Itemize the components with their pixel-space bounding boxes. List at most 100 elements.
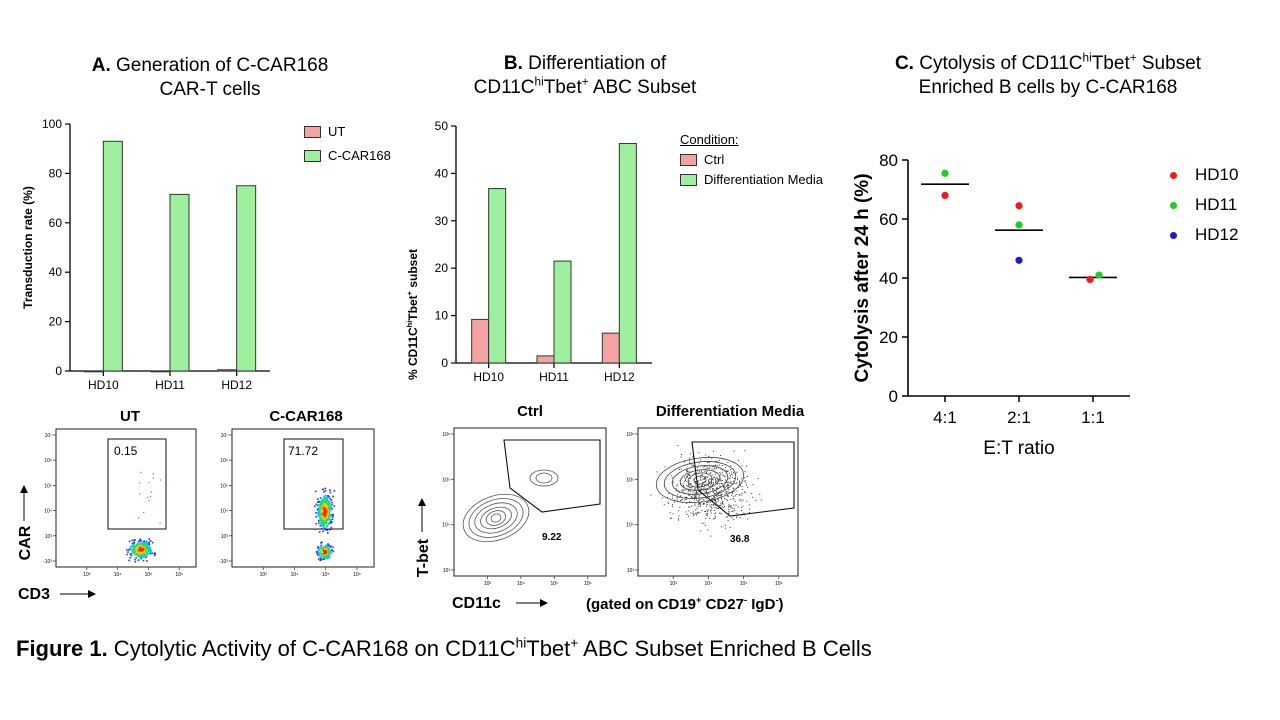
event-dot bbox=[695, 496, 697, 498]
arrow-head bbox=[88, 590, 96, 598]
event-dot bbox=[716, 495, 718, 497]
event-dot bbox=[321, 502, 324, 505]
x-tick-label: HD12 bbox=[604, 370, 635, 384]
event-dot bbox=[324, 487, 327, 490]
event-dot bbox=[144, 546, 146, 548]
event-dot bbox=[677, 494, 679, 496]
y-tick-label: 80 bbox=[879, 151, 898, 170]
event-dot bbox=[329, 505, 332, 507]
event-dot bbox=[138, 544, 141, 546]
event-dot bbox=[695, 491, 697, 493]
event-dot bbox=[705, 481, 707, 483]
event-dot bbox=[319, 559, 322, 562]
event-dot bbox=[706, 483, 708, 485]
event-dot bbox=[323, 526, 325, 529]
y-tick-label: 10⁶ bbox=[220, 458, 228, 464]
event-dot bbox=[132, 547, 135, 550]
event-dot bbox=[315, 523, 318, 525]
event-dot bbox=[324, 550, 326, 552]
x-axis-label: E:T ratio bbox=[983, 438, 1054, 459]
event-dot bbox=[688, 494, 690, 496]
event-dot bbox=[731, 510, 733, 512]
event-dot bbox=[733, 487, 735, 489]
event-dot bbox=[715, 501, 717, 503]
event-dot bbox=[318, 504, 320, 507]
event-dot bbox=[709, 485, 711, 487]
event-dot bbox=[728, 492, 730, 494]
x-tick-label: 10³ bbox=[484, 581, 492, 587]
event-dot bbox=[325, 505, 328, 507]
event-dot bbox=[146, 553, 148, 555]
event-dot bbox=[320, 514, 323, 517]
event-dot bbox=[697, 511, 699, 513]
event-dot bbox=[704, 468, 706, 470]
event-dot bbox=[328, 511, 331, 514]
event-dot bbox=[136, 547, 139, 549]
event-dot bbox=[702, 478, 704, 480]
event-dot bbox=[320, 551, 323, 553]
event-dot bbox=[734, 495, 736, 497]
legend-item-hd11: HD11 bbox=[1170, 195, 1237, 215]
event-dot bbox=[708, 462, 710, 464]
event-dot bbox=[692, 464, 694, 466]
point-hd10 bbox=[941, 191, 949, 199]
event-dot bbox=[744, 450, 746, 452]
event-dot bbox=[733, 477, 735, 479]
event-dot bbox=[717, 507, 719, 509]
event-dot bbox=[689, 483, 691, 485]
event-dot bbox=[694, 497, 696, 499]
event-dot bbox=[690, 512, 692, 514]
event-dot bbox=[323, 549, 325, 552]
event-dot bbox=[134, 558, 136, 561]
event-dot bbox=[737, 486, 739, 488]
event-dot bbox=[150, 491, 152, 493]
legend-dot bbox=[1170, 231, 1177, 239]
contour-ring bbox=[462, 493, 530, 543]
event-dot bbox=[317, 547, 319, 549]
event-dot bbox=[322, 521, 325, 523]
event-dot bbox=[710, 484, 712, 486]
event-dot bbox=[322, 488, 325, 491]
event-dot bbox=[143, 545, 145, 547]
event-dot bbox=[321, 553, 323, 556]
event-dot bbox=[692, 511, 694, 513]
event-dot bbox=[698, 485, 700, 487]
event-dot bbox=[325, 500, 328, 503]
event-dot bbox=[145, 545, 148, 547]
event-dot bbox=[663, 504, 665, 506]
event-dot bbox=[726, 471, 728, 473]
event-dot bbox=[324, 514, 327, 517]
event-dot bbox=[733, 498, 735, 500]
event-dot bbox=[688, 510, 690, 512]
event-dot bbox=[688, 480, 690, 482]
event-dot bbox=[701, 485, 703, 487]
event-dot bbox=[324, 548, 326, 550]
event-dot bbox=[725, 527, 727, 529]
event-dot bbox=[712, 503, 714, 505]
event-dot bbox=[690, 495, 692, 497]
event-dot bbox=[700, 530, 702, 532]
event-dot bbox=[709, 506, 711, 508]
event-dot bbox=[732, 495, 734, 497]
event-dot bbox=[680, 456, 682, 458]
event-dot bbox=[692, 494, 694, 496]
event-dot bbox=[319, 504, 321, 507]
event-dot bbox=[730, 482, 732, 484]
event-dot bbox=[327, 500, 330, 503]
event-dot bbox=[717, 504, 719, 506]
bar-ctrl bbox=[601, 332, 620, 364]
event-dot bbox=[705, 472, 707, 474]
event-dot bbox=[733, 472, 735, 474]
event-dot bbox=[707, 476, 709, 478]
event-dot bbox=[327, 511, 329, 514]
event-dot bbox=[143, 548, 145, 551]
event-dot bbox=[322, 525, 324, 528]
event-dot bbox=[695, 499, 697, 501]
event-dot bbox=[325, 555, 328, 557]
event-dot bbox=[326, 545, 329, 547]
event-dot bbox=[319, 508, 321, 511]
event-dot bbox=[730, 507, 732, 509]
event-dot bbox=[697, 512, 699, 514]
event-dot bbox=[720, 480, 722, 482]
event-dot bbox=[720, 507, 722, 509]
